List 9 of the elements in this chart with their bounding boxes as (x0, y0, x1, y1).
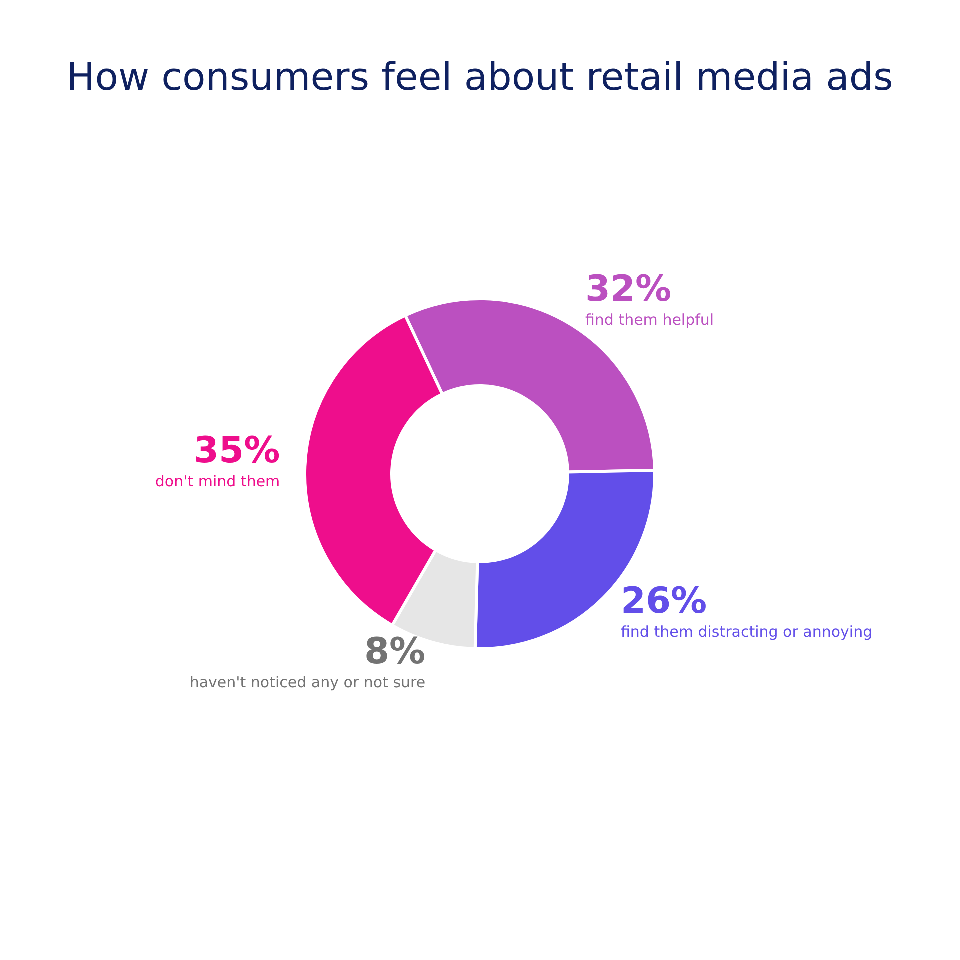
slice-label: don't mind them (155, 472, 280, 491)
chart-title: How consumers feel about retail media ads (66, 55, 894, 99)
data-label: 32% (585, 269, 672, 310)
slice-label: find them distracting or annoying (620, 622, 873, 641)
slice-label: find them helpful (585, 311, 714, 330)
data-label: 35% (194, 430, 280, 472)
slice-label: haven't noticed any or not sure (190, 673, 426, 692)
data-label: 8% (364, 631, 426, 672)
data-label: 26% (620, 580, 708, 622)
